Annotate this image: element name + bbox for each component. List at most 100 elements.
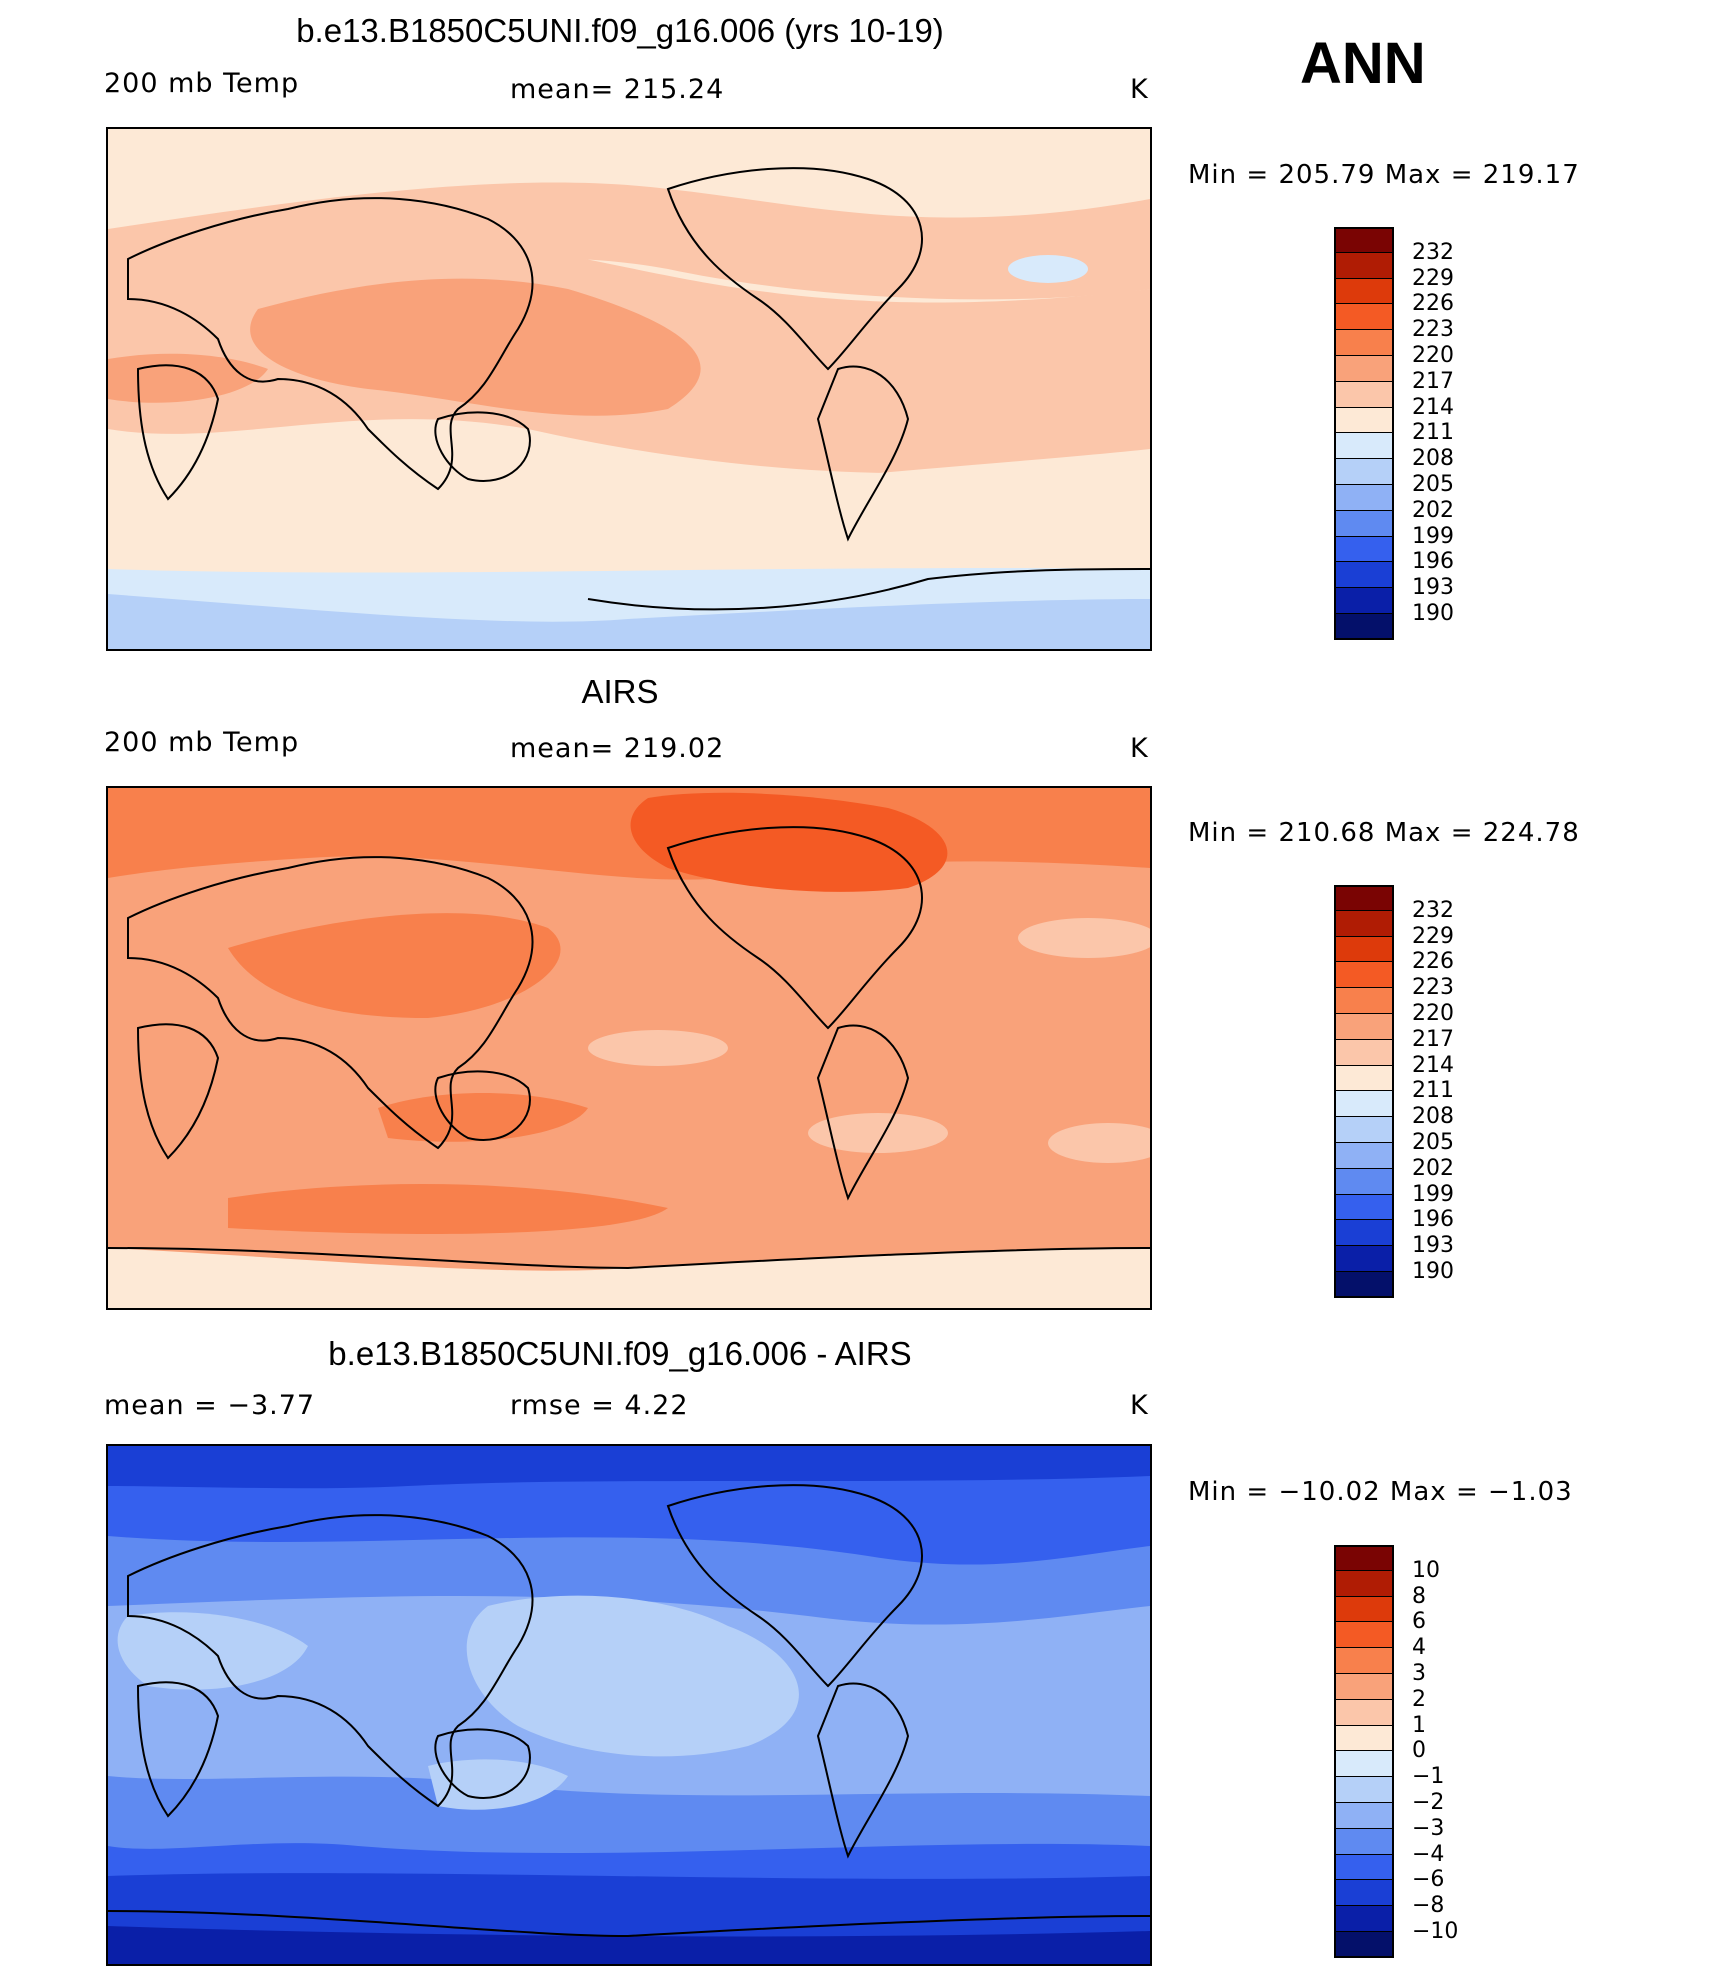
colorbar-swatch	[1334, 278, 1394, 305]
panel3-antarctic-coldest	[108, 1926, 1150, 1964]
panel2-minmax-label: Min = 210.68 Max = 224.78	[1188, 818, 1580, 848]
panel1-variable-label: 200 mb Temp	[104, 68, 300, 99]
colorbar-tick-label: 211	[1412, 420, 1454, 446]
colorbar-swatch	[1334, 614, 1394, 640]
colorbar-swatch	[1334, 407, 1394, 434]
panel3-mean-label: mean = −3.77	[104, 1390, 316, 1421]
panel2-austral-warm	[378, 1093, 588, 1142]
panel3-units-label: K	[1130, 1390, 1149, 1421]
colorbar-swatch	[1334, 1880, 1394, 1907]
colorbar-tick-label: 202	[1412, 497, 1454, 523]
colorbar-swatch	[1334, 962, 1394, 989]
colorbar-swatch	[1334, 1091, 1394, 1118]
colorbar-tick-label: 193	[1412, 575, 1454, 601]
colorbar-tick-label: −10	[1412, 1919, 1459, 1944]
colorbar-swatch	[1334, 381, 1394, 408]
colorbar-tick-label: 208	[1412, 446, 1454, 472]
panel2-arctic-hot	[630, 792, 948, 892]
colorbar-swatch	[1334, 1648, 1394, 1674]
colorbar-tick-label: 199	[1412, 523, 1454, 549]
colorbar-tick-label: 2	[1412, 1686, 1426, 1712]
panel2-cool-north-atlantic	[1018, 918, 1150, 958]
panel3-rmse-label: rmse = 4.22	[510, 1390, 689, 1421]
colorbar-tick-label: 196	[1412, 549, 1454, 575]
panel1-title: b.e13.B1850C5UNI.f09_g16.006 (yrs 10-19)	[296, 12, 944, 49]
panel3-australia-core	[428, 1759, 568, 1810]
panel1-units-label: K	[1130, 74, 1149, 105]
panel3-map-svg	[108, 1446, 1150, 1964]
colorbar-swatch	[1334, 1854, 1394, 1881]
season-label: ANN	[1300, 31, 1426, 96]
colorbar-swatch	[1334, 988, 1394, 1014]
panel2-cool-atlantic	[1048, 1123, 1150, 1163]
colorbar-swatch	[1334, 1699, 1394, 1726]
colorbar-swatch	[1334, 562, 1394, 589]
colorbar-tick-label: 1	[1412, 1712, 1426, 1738]
colorbar-swatch	[1334, 1039, 1394, 1066]
colorbar-tick-label: 226	[1412, 949, 1454, 975]
colorbar-tick-label: −6	[1412, 1867, 1445, 1893]
colorbar-tick-label: 4	[1412, 1635, 1426, 1661]
colorbar-swatch	[1334, 1545, 1394, 1571]
colorbar-tick-label: 205	[1412, 472, 1454, 497]
colorbar-swatch	[1334, 1596, 1394, 1623]
colorbar-swatch	[1334, 1194, 1394, 1221]
colorbar-tick-label: 190	[1412, 601, 1454, 626]
panel2-asia-warm	[228, 913, 561, 1018]
colorbar-swatch	[1334, 588, 1394, 614]
colorbar-tick-label: 208	[1412, 1104, 1454, 1130]
colorbar-tick-label: 202	[1412, 1155, 1454, 1181]
colorbar-swatch	[1334, 1220, 1394, 1247]
colorbar-tick-label: 220	[1412, 343, 1454, 368]
colorbar-tick-label: −3	[1412, 1815, 1445, 1841]
colorbar-swatch	[1334, 330, 1394, 356]
panel2-coastlines	[108, 826, 1150, 1270]
panel1-antarctica	[108, 594, 1150, 649]
colorbar-swatch	[1334, 1725, 1394, 1752]
colorbar-swatch	[1334, 1803, 1394, 1829]
panel2-antarctica	[108, 1248, 1150, 1308]
panel2-mean-label: mean= 219.02	[510, 733, 725, 764]
colorbar-tick-label: 223	[1412, 317, 1454, 343]
colorbar-swatch	[1334, 1065, 1394, 1092]
panel1-warm-core	[250, 278, 701, 416]
panel1-minmax-label: Min = 205.79 Max = 219.17	[1188, 160, 1580, 190]
colorbar-tick-label: 229	[1412, 265, 1454, 291]
colorbar-tick-label: −4	[1412, 1841, 1445, 1867]
colorbar-tick-label: 220	[1412, 1001, 1454, 1026]
colorbar-swatch	[1334, 1168, 1394, 1195]
panel3-map	[106, 1444, 1152, 1966]
panel3-coastlines	[108, 1484, 1150, 1938]
panel2-variable-label: 200 mb Temp	[104, 727, 300, 758]
colorbar-tick-label: −8	[1412, 1893, 1445, 1919]
panel2-map	[106, 786, 1152, 1310]
colorbar-swatch	[1334, 459, 1394, 485]
colorbar-swatch	[1334, 1932, 1394, 1958]
panel1-mean-label: mean= 215.24	[510, 74, 725, 105]
panel1-cool-spot	[1008, 255, 1088, 283]
colorbar-swatch	[1334, 1143, 1394, 1169]
panel1-south-band	[108, 449, 1150, 554]
colorbar-swatch	[1334, 936, 1394, 963]
colorbar-swatch	[1334, 1777, 1394, 1803]
panel3-minmax-label: Min = −10.02 Max = −1.03	[1188, 1477, 1573, 1507]
colorbar-tick-label: 232	[1412, 239, 1454, 265]
colorbar-tick-label: 193	[1412, 1233, 1454, 1259]
colorbar-swatch	[1334, 1751, 1394, 1778]
colorbar-swatch	[1334, 304, 1394, 331]
colorbar-swatch	[1334, 1246, 1394, 1272]
panel2-south-warm	[228, 1184, 668, 1234]
panel1-midlat-north-band	[108, 182, 1150, 300]
colorbar-tick-label: 217	[1412, 368, 1454, 394]
panel3-arctic-cold	[108, 1446, 1150, 1489]
colorbar-swatch	[1334, 885, 1394, 911]
colorbar-tick-label: −1	[1412, 1764, 1445, 1790]
colorbar-tick-label: 3	[1412, 1661, 1426, 1686]
colorbar-tick-label: 6	[1412, 1609, 1426, 1635]
panel1-map-svg	[108, 129, 1150, 649]
colorbar-tick-label: 217	[1412, 1026, 1454, 1052]
colorbar-tick-label: 205	[1412, 1130, 1454, 1155]
colorbar-tick-label: 190	[1412, 1259, 1454, 1284]
colorbar-tick-label: 199	[1412, 1181, 1454, 1207]
panel2-cool-pacific	[588, 1030, 728, 1066]
